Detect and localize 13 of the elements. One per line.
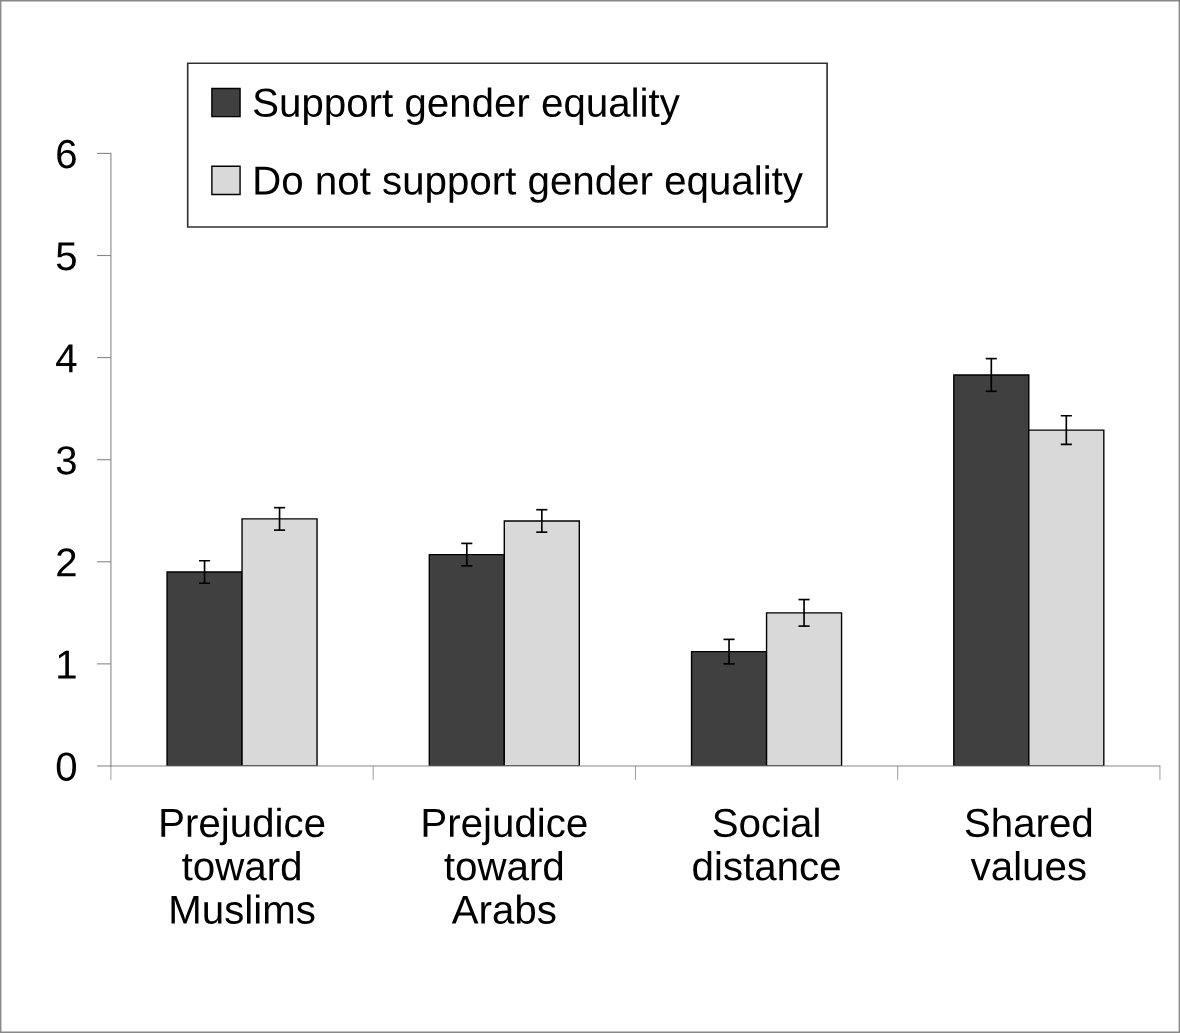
x-tick-label: Prejudice toward Arabs <box>423 807 587 924</box>
legend-label: Do not support gender equality <box>255 165 803 203</box>
y-tick-label: 4 <box>56 344 77 373</box>
y-tick-label: 0 <box>56 752 77 781</box>
x-tick-label: Social distance <box>693 807 840 881</box>
legend-label: Support gender equality <box>253 87 680 125</box>
y-tick-label: 1 <box>58 650 76 679</box>
y-tick-label: 3 <box>56 446 76 475</box>
x-tick-label: Shared values <box>965 807 1092 881</box>
y-tick-label: 6 <box>57 139 76 169</box>
y-tick-label: 2 <box>57 548 76 577</box>
x-tick-label: Prejudice toward Muslims <box>161 807 325 924</box>
y-tick-label: 5 <box>56 242 76 271</box>
